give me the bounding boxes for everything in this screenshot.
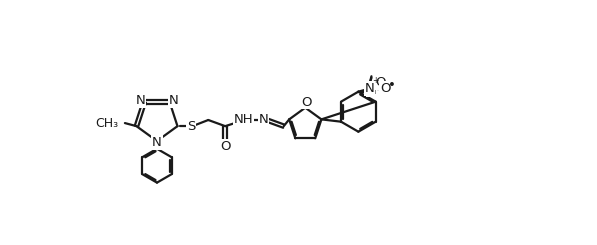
Text: N: N: [259, 113, 269, 126]
Text: S: S: [187, 120, 196, 133]
Text: N: N: [152, 136, 162, 149]
Text: O: O: [376, 76, 386, 89]
Text: •: •: [384, 79, 392, 92]
Text: •: •: [389, 79, 396, 92]
Text: O: O: [220, 140, 230, 153]
Text: N: N: [136, 94, 145, 107]
Text: +: +: [372, 76, 378, 85]
Text: O: O: [380, 82, 390, 95]
Text: N: N: [367, 84, 376, 97]
Text: NH: NH: [234, 113, 254, 126]
Text: CH₃: CH₃: [96, 117, 119, 130]
Text: +: +: [374, 78, 382, 87]
Text: N: N: [168, 94, 179, 107]
Text: N: N: [364, 82, 374, 95]
Text: O: O: [301, 96, 311, 109]
